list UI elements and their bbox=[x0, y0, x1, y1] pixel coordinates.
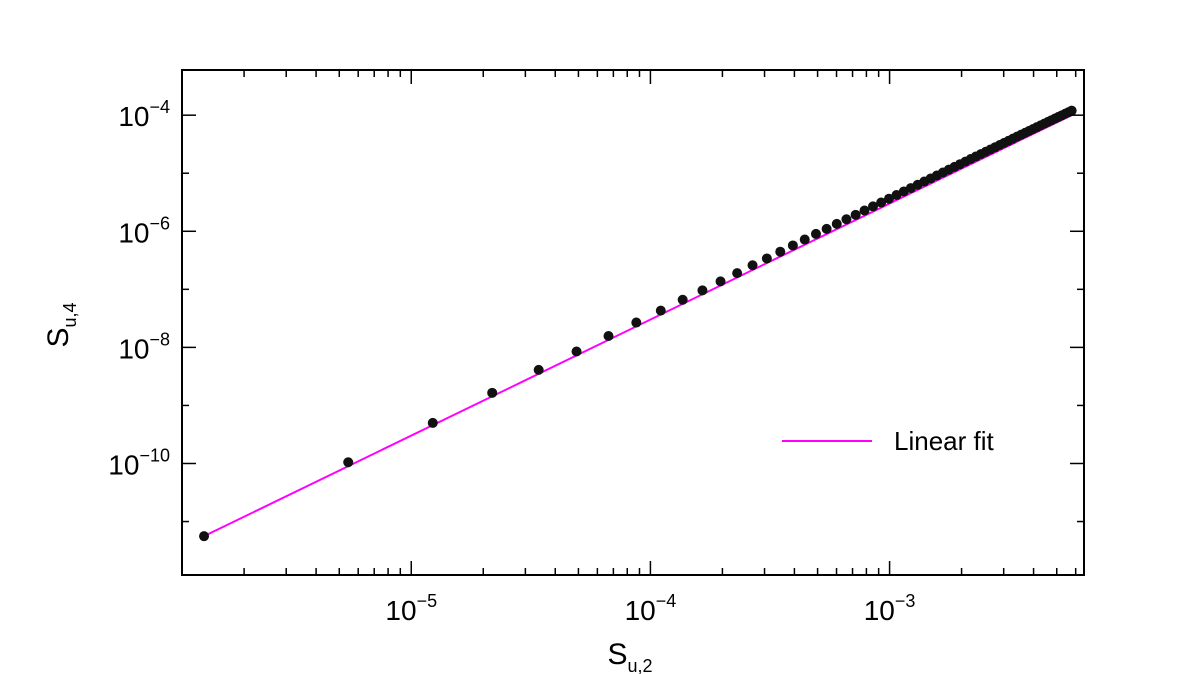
y-tick-label: 10−8 bbox=[118, 329, 170, 364]
ticks-layer bbox=[182, 70, 1084, 575]
data-point bbox=[775, 246, 786, 257]
data-point bbox=[343, 457, 354, 468]
data-point bbox=[747, 260, 758, 271]
data-point bbox=[1066, 105, 1077, 116]
data-point bbox=[841, 214, 852, 225]
data-point bbox=[732, 268, 743, 279]
data-point bbox=[876, 197, 887, 208]
data-point bbox=[697, 285, 708, 296]
data-point bbox=[787, 240, 798, 251]
data-point bbox=[831, 218, 842, 229]
x-axis-title-sub: u,2 bbox=[627, 656, 652, 674]
x-axis-title-base: S bbox=[607, 638, 627, 671]
data-point bbox=[867, 201, 878, 212]
x-axis-title: Su,2 bbox=[607, 638, 652, 674]
tick-labels-layer: 10−5 10−4 10−3 10−10 10−8 10−6 10−4 bbox=[108, 97, 915, 626]
data-points-layer bbox=[199, 105, 1077, 542]
data-point bbox=[799, 234, 810, 245]
y-axis-title-base: S bbox=[42, 328, 75, 348]
data-point bbox=[533, 364, 544, 375]
x-tick-label: 10−3 bbox=[864, 591, 916, 626]
data-point bbox=[859, 205, 870, 216]
legend: Linear fit bbox=[782, 426, 994, 456]
data-point bbox=[677, 294, 688, 305]
x-tick-label: 10−5 bbox=[385, 591, 437, 626]
data-point bbox=[631, 317, 642, 328]
data-point bbox=[850, 209, 861, 220]
data-point bbox=[199, 531, 210, 542]
y-axis-title: Su,4 bbox=[42, 302, 80, 347]
data-point bbox=[883, 193, 894, 204]
data-point bbox=[427, 417, 438, 428]
data-point bbox=[571, 346, 582, 357]
y-tick-label: 10−4 bbox=[118, 97, 170, 132]
data-point bbox=[655, 305, 666, 316]
y-tick-label: 10−10 bbox=[108, 445, 170, 480]
data-point bbox=[761, 253, 772, 264]
data-point bbox=[715, 276, 726, 287]
data-point bbox=[487, 387, 498, 398]
legend-fit-label: Linear fit bbox=[894, 426, 994, 456]
data-point bbox=[810, 228, 821, 239]
plot-frame bbox=[181, 69, 1085, 576]
y-tick-label: 10−6 bbox=[118, 213, 170, 248]
data-point bbox=[603, 331, 614, 342]
x-tick-label: 10−4 bbox=[625, 591, 677, 626]
y-axis-title-sub: u,4 bbox=[60, 302, 80, 327]
data-point bbox=[821, 223, 832, 234]
